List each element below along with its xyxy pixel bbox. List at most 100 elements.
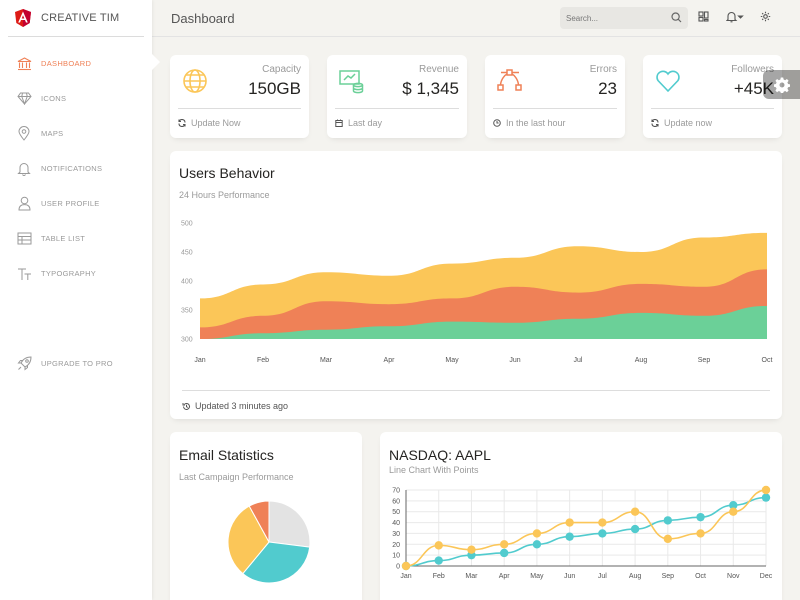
- clock-icon: [493, 119, 501, 127]
- stat-category: Followers: [731, 64, 774, 75]
- sidebar-item-user-profile[interactable]: USER PROFILE: [0, 186, 152, 221]
- y-tick-label: 20: [392, 542, 400, 549]
- pin-icon: [16, 126, 32, 142]
- x-tick-label: Jul: [598, 573, 607, 580]
- stat-category: Errors: [589, 64, 617, 75]
- divider: [335, 108, 459, 109]
- stat-footer-text: In the last hour: [506, 118, 566, 128]
- page-title: Dashboard: [171, 10, 235, 26]
- x-tick-label: Oct: [695, 573, 706, 580]
- card-footer: Updated 3 minutes ago: [182, 401, 288, 411]
- dashboard-grid-icon[interactable]: [698, 11, 709, 22]
- data-point: [532, 540, 542, 549]
- search-input[interactable]: [560, 13, 664, 23]
- sidebar-item-label: USER PROFILE: [41, 199, 100, 208]
- x-tick-label: Jul: [574, 357, 583, 364]
- x-tick-label: Aug: [635, 357, 648, 364]
- card-subtitle: 24 Hours Performance: [179, 190, 270, 200]
- nasdaq-card: NASDAQ: AAPL Line Chart With Points 0 10 2…: [380, 432, 782, 600]
- footer-text: Updated 3 minutes ago: [195, 401, 289, 411]
- email-statistics-pie: [227, 500, 311, 584]
- nasdaq-line-chart: 0 10 20 30 40 50 60 70 Jan Feb Mar Apr May Jun Jul Aug S…: [392, 485, 773, 580]
- sidebar-item-icons[interactable]: ICONS: [0, 81, 152, 116]
- refresh-icon: [178, 119, 186, 127]
- y-tick-label: 40: [392, 520, 400, 527]
- stat-footer[interactable]: Update Now: [178, 118, 241, 128]
- sidebar-item-table-list[interactable]: TABLE LIST: [0, 221, 152, 256]
- fixed-plugin-toggle[interactable]: [763, 70, 800, 99]
- data-point: [663, 534, 673, 544]
- x-tick-label: Mar: [465, 573, 478, 580]
- divider: [178, 108, 301, 109]
- data-point: [565, 532, 574, 541]
- table-icon: [16, 231, 32, 247]
- stat-value: $ 1,345: [402, 79, 459, 98]
- stat-value: 23: [598, 79, 617, 98]
- stat-footer-text: Update now: [664, 118, 713, 128]
- line-series-1: [405, 489, 767, 567]
- data-point: [499, 548, 509, 558]
- divider: [651, 108, 774, 109]
- sidebar-item-label: UPGRADE TO PRO: [41, 359, 113, 368]
- users-behavior-chart: 300 350 400 450 500 Jan Feb Mar Apr May Jun Jul Aug S…: [181, 221, 772, 365]
- heart-icon: [656, 70, 680, 93]
- y-tick-label: 30: [392, 531, 400, 538]
- sidebar-item-notifications[interactable]: NOTIFICATIONS: [0, 151, 152, 186]
- stat-footer[interactable]: In the last hour: [493, 118, 566, 128]
- bell-icon: [16, 161, 32, 177]
- data-point: [729, 501, 738, 510]
- divider: [182, 390, 770, 391]
- sidebar-item-label: TABLE LIST: [41, 234, 86, 243]
- data-point: [434, 556, 443, 565]
- users-behavior-card: Users Behavior 24 Hours Performance 300 3…: [170, 151, 782, 419]
- data-point: [696, 529, 705, 538]
- sidebar-item-typography[interactable]: TYPOGRAPHY: [0, 256, 152, 291]
- y-tick-label: 70: [392, 488, 400, 495]
- navbar: Dashboard: [152, 0, 800, 37]
- stat-footer-text: Update Now: [191, 118, 241, 128]
- stat-footer[interactable]: Last day: [335, 118, 382, 128]
- sidebar-item-label: DASHBOARD: [41, 59, 92, 68]
- settings-gear-icon[interactable]: [760, 11, 771, 22]
- sidebar-item-upgrade[interactable]: UPGRADE TO PRO: [0, 346, 152, 381]
- stat-card-capacity: Capacity 150GB Update Now: [170, 55, 309, 138]
- y-tick-label: 300: [181, 337, 193, 344]
- x-tick-label: Sep: [662, 573, 675, 580]
- gear-icon: [773, 77, 790, 93]
- data-point: [630, 507, 640, 516]
- x-tick-label: Feb: [257, 357, 269, 364]
- card-title: NASDAQ: AAPL: [389, 447, 491, 463]
- brand[interactable]: CREATIVE TIM: [8, 0, 144, 37]
- pie-slice-1: [242, 541, 311, 584]
- data-point: [663, 516, 673, 525]
- y-tick-label: 10: [392, 553, 400, 560]
- sidebar-item-dashboard[interactable]: DASHBOARD: [0, 46, 152, 81]
- x-tick-label: Jun: [564, 573, 575, 580]
- x-tick-label: Nov: [727, 573, 740, 580]
- stat-footer[interactable]: Update now: [651, 118, 712, 128]
- data-point: [729, 507, 738, 516]
- stat-category: Capacity: [262, 64, 301, 75]
- y-tick-label: 60: [392, 498, 400, 505]
- y-tick-label: 500: [181, 221, 193, 228]
- search-icon[interactable]: [671, 12, 682, 23]
- vector-icon: [497, 69, 522, 91]
- line-series-0: [405, 496, 767, 567]
- pie-slice-3: [248, 500, 270, 543]
- sidebar-item-label: MAPS: [41, 129, 64, 138]
- bank-icon: [16, 56, 32, 72]
- x-tick-label: Mar: [320, 357, 333, 364]
- rocket-icon: [16, 356, 32, 372]
- divider: [493, 108, 617, 109]
- data-point: [499, 540, 509, 549]
- stat-category: Revenue: [418, 64, 459, 75]
- angular-logo-icon: [15, 9, 31, 27]
- card-title: Users Behavior: [179, 165, 275, 181]
- pie-slice-0: [268, 500, 311, 548]
- y-tick-label: 50: [392, 509, 400, 516]
- bell-dropdown-icon[interactable]: [726, 11, 744, 23]
- x-tick-label: Aug: [629, 573, 642, 580]
- sidebar-item-maps[interactable]: MAPS: [0, 116, 152, 151]
- sidebar-item-label: TYPOGRAPHY: [41, 269, 97, 278]
- history-icon: [182, 402, 190, 410]
